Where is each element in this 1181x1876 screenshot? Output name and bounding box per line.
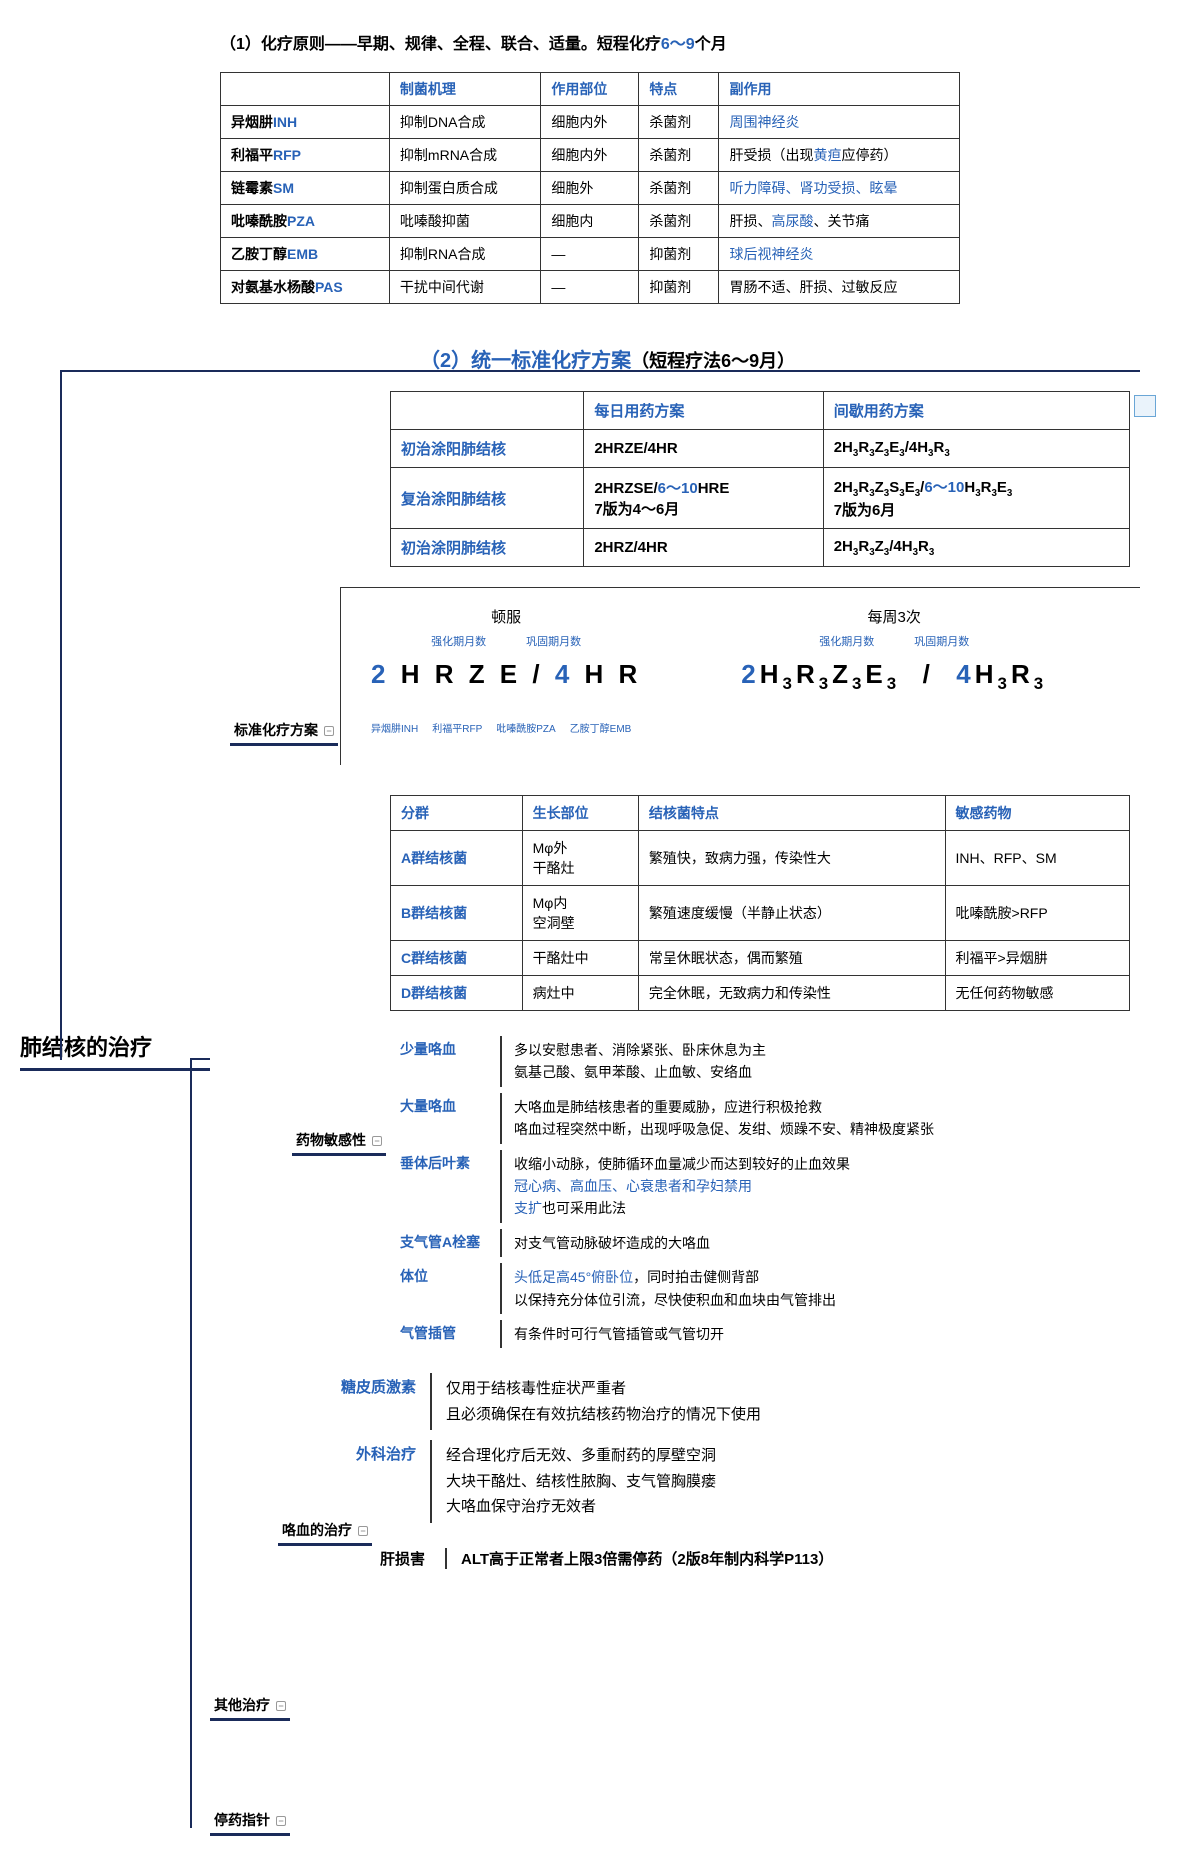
connector	[60, 370, 1140, 372]
table-row: 链霉素SM抑制蛋白质合成细胞外杀菌剂听力障碍、肾功受损、眩晕	[221, 172, 960, 205]
table-row: 对氨基水杨酸PAS干扰中间代谢—抑菌剂胃肠不适、肝损、过敏反应	[221, 271, 960, 304]
list-item: 支气管A栓塞对支气管动脉破坏造成的大咯血	[400, 1229, 1181, 1257]
table-row: C群结核菌干酪灶中常呈休眠状态，偶而繁殖利福平>异烟肼	[391, 941, 1130, 976]
drug-table: 制菌机理作用部位特点副作用 异烟肼INH抑制DNA合成细胞内外杀菌剂周围神经炎利…	[220, 72, 960, 304]
stop-drug: 肝损害 ALT高于正常者上限3倍需停药（2版8年制内科学P113）	[380, 1548, 1181, 1569]
list-item: 少量咯血多以安慰患者、消除紧张、卧床休息为主氨基己酸、氨甲苯酸、止血敏、安络血	[400, 1036, 1181, 1087]
table-row: 初治涂阴肺结核2HRZ/4HR2H3R3Z3/4H3R3	[391, 529, 1130, 567]
table-row: D群结核菌病灶中完全休眠，无致病力和传染性无任何药物敏感	[391, 976, 1130, 1011]
list-item: 大量咯血大咯血是肺结核患者的重要威胁，应进行积极抢救咯血过程突然中断，出现呼吸急…	[400, 1093, 1181, 1144]
branch-sens: 药物敏感性−	[292, 1130, 386, 1156]
sensitivity-table: 分群生长部位结核菌特点敏感药物 A群结核菌Mφ外干酪灶繁殖快，致病力强，传染性大…	[390, 795, 1130, 1011]
regimen-table: 每日用药方案间歇用药方案 初治涂阳肺结核2HRZE/4HR2H3R3Z3E3/4…	[390, 391, 1130, 567]
table-header	[221, 73, 390, 106]
table-header: 作用部位	[541, 73, 639, 106]
connector	[190, 1058, 210, 1060]
branch-hemo: 咯血的治疗−	[278, 1520, 372, 1546]
list-item: 垂体后叶素收缩小动脉，使肺循环血量减少而达到较好的止血效果冠心病、高血压、心衰患…	[400, 1150, 1181, 1223]
list-item: 外科治疗经合理化疗后无效、多重耐药的厚壁空洞大块干酪灶、结核性脓胸、支气管胸膜瘘…	[320, 1440, 1181, 1523]
connector	[190, 1058, 192, 1828]
stop-text: ALT高于正常者上限3倍需停药（2版8年制内科学P113）	[445, 1548, 833, 1569]
sublabel: 巩固期月数	[914, 633, 969, 649]
root: 肺结核的治疗	[20, 1030, 210, 1071]
list-item: 糖皮质激素仅用于结核毒性症状严重者且必须确保在有效抗结核药物治疗的情况下使用	[320, 1373, 1181, 1430]
table-row: 初治涂阳肺结核2HRZE/4HR2H3R3Z3E3/4H3R3	[391, 430, 1130, 468]
col-title-2: 每周3次	[741, 606, 1047, 627]
table-row: 吡嗪酰胺PZA吡嗪酸抑菌细胞内杀菌剂肝损、高尿酸、关节痛	[221, 205, 960, 238]
section1-title: （1）化疗原则——早期、规律、全程、联合、适量。短程化疗6～9个月	[220, 30, 1181, 54]
root-title: 肺结核的治疗	[20, 1030, 210, 1071]
branch-stop: 停药指针−	[210, 1810, 290, 1836]
table-row: 利福平RFP抑制mRNA合成细胞内外杀菌剂肝受损（出现黄疸应停药）	[221, 139, 960, 172]
formula-diagram: 顿服 强化期月数 巩固期月数 2 H R Z E / 4 H R 异烟肼INH利…	[340, 587, 1140, 765]
list-item: 气管插管有条件时可行气管插管或气管切开	[400, 1320, 1181, 1348]
formula-1: 2 H R Z E / 4 H R	[371, 659, 641, 690]
branch-std: 标准化疗方案−	[230, 720, 338, 746]
col-title-1: 顿服	[371, 606, 641, 627]
table-header: 特点	[639, 73, 719, 106]
table-row: 复治涂阳肺结核2HRZSE/6～10HRE7版为4～6月2H3R3Z3S3E3/…	[391, 468, 1130, 529]
hemoptysis-list: 少量咯血多以安慰患者、消除紧张、卧床休息为主氨基己酸、氨甲苯酸、止血敏、安络血大…	[400, 1036, 1181, 1348]
table-row: A群结核菌Mφ外干酪灶繁殖快，致病力强，传染性大INH、RFP、SM	[391, 831, 1130, 886]
branch-other: 其他治疗−	[210, 1695, 290, 1721]
list-item: 体位头低足高45°俯卧位，同时拍击健侧背部以保持充分体位引流，尽快使积血和血块由…	[400, 1263, 1181, 1314]
sublabel: 强化期月数	[431, 633, 486, 649]
sublabel: 巩固期月数	[526, 633, 581, 649]
formula-2: 2H3R3Z3E3 / 4H3R3	[741, 659, 1047, 694]
stop-label: 肝损害	[380, 1548, 425, 1569]
table-row: 异烟肼INH抑制DNA合成细胞内外杀菌剂周围神经炎	[221, 106, 960, 139]
table-row: B群结核菌Mφ内空洞壁繁殖速度缓慢（半静止状态）吡嗪酰胺>RFP	[391, 886, 1130, 941]
connector	[60, 370, 62, 1060]
page-icon	[1134, 395, 1156, 417]
drug-labels: 异烟肼INH利福平RFP吡嗪酰胺PZA乙胺丁醇EMB	[371, 720, 641, 735]
section2-heading: （2）统一标准化疗方案（短程疗法6～9月）	[0, 324, 1181, 391]
other-treatment: 糖皮质激素仅用于结核毒性症状严重者且必须确保在有效抗结核药物治疗的情况下使用外科…	[320, 1373, 1181, 1523]
table-header: 副作用	[719, 73, 960, 106]
sublabel: 强化期月数	[819, 633, 874, 649]
table-header: 制菌机理	[389, 73, 540, 106]
table-row: 乙胺丁醇EMB抑制RNA合成—抑菌剂球后视神经炎	[221, 238, 960, 271]
